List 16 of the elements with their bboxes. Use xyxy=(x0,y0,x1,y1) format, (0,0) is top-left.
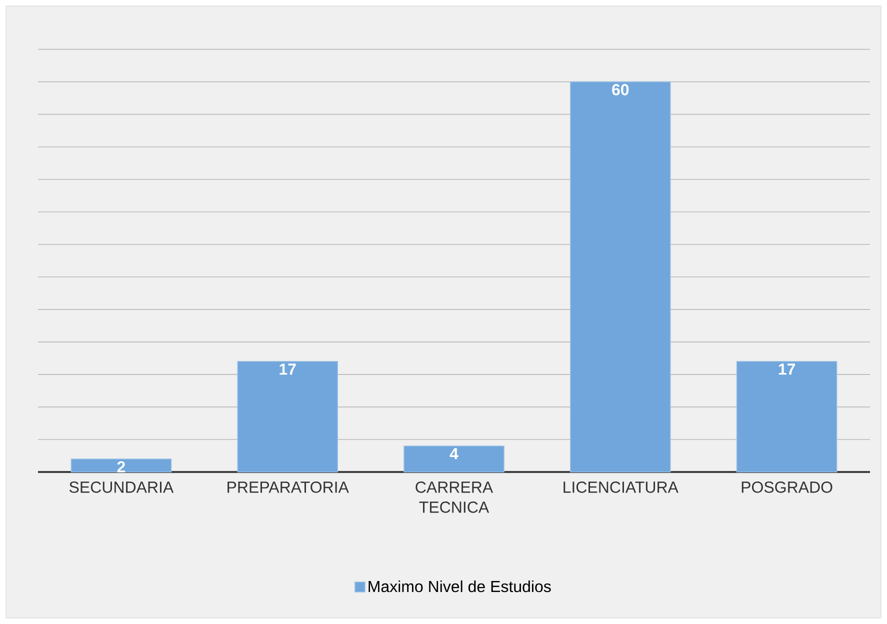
bar xyxy=(237,361,338,472)
legend-label: Maximo Nivel de Estudios xyxy=(368,580,551,592)
bar xyxy=(404,446,504,472)
data-label: 17 xyxy=(778,364,795,375)
x-tick-label: PREPARATORIA xyxy=(228,482,349,493)
x-tick-label: SECUNDARIA xyxy=(69,482,174,493)
x-tick-label: LICENCIATURA xyxy=(564,482,678,493)
data-label: 60 xyxy=(612,84,629,96)
data-label: 4 xyxy=(450,448,458,460)
bar xyxy=(736,361,838,472)
x-tick-label: POSGRADO xyxy=(742,482,832,493)
bar xyxy=(70,458,172,472)
x-tick-label: CARRERA TECNICA xyxy=(416,482,494,513)
bar xyxy=(570,81,671,472)
data-label: 2 xyxy=(117,461,126,472)
data-label: 17 xyxy=(280,364,296,375)
